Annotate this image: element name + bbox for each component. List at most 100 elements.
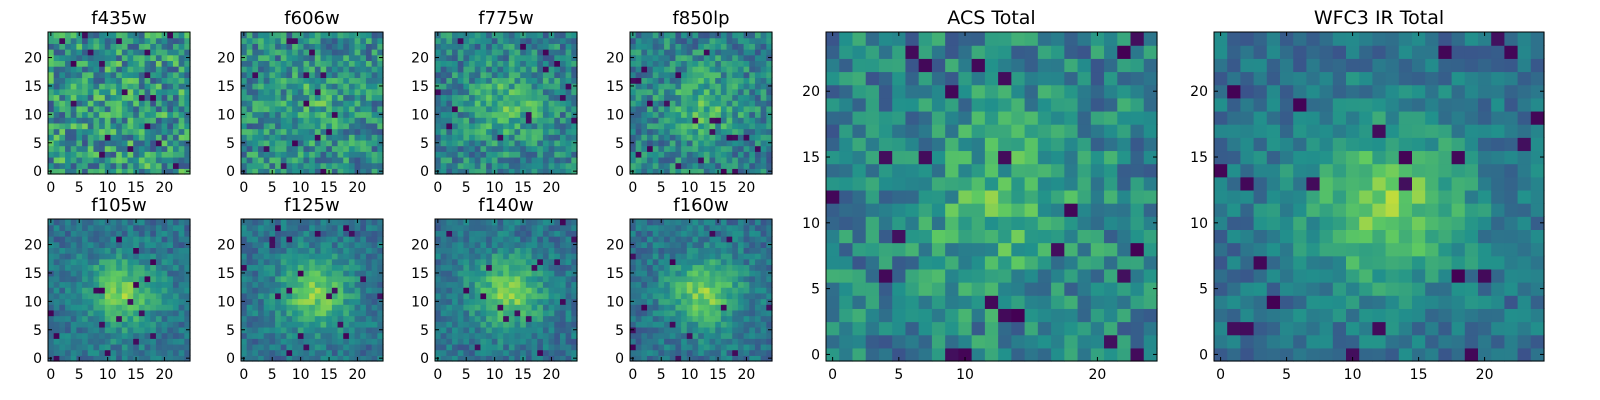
heatmap-cell xyxy=(150,151,157,158)
heatmap-cell xyxy=(263,94,270,101)
heatmap-cell xyxy=(241,275,248,283)
heatmap-cell xyxy=(732,134,739,141)
heatmap-cell xyxy=(343,83,350,90)
heatmap-cell xyxy=(514,139,521,147)
heatmap-cell xyxy=(525,128,533,135)
heatmap-cell xyxy=(337,100,344,107)
heatmap-cell xyxy=(486,275,493,283)
heatmap-cell xyxy=(337,355,344,362)
heatmap-cell xyxy=(258,77,265,84)
heatmap-cell xyxy=(565,343,572,351)
heatmap-cell xyxy=(269,145,276,152)
heatmap-cell xyxy=(138,241,146,248)
heatmap-cell xyxy=(440,49,447,56)
axes-frame xyxy=(240,31,384,175)
heatmap-cell xyxy=(749,315,756,322)
heatmap-cell xyxy=(76,134,83,141)
heatmap-cell xyxy=(167,156,174,164)
heatmap-cell xyxy=(525,168,533,175)
heatmap-cell xyxy=(133,281,140,288)
heatmap-cell xyxy=(161,94,168,101)
heatmap-cell xyxy=(150,122,157,130)
heatmap-cell xyxy=(548,287,555,294)
heatmap-cell xyxy=(59,43,66,50)
heatmap-cell xyxy=(737,32,745,39)
heatmap-cell xyxy=(686,128,694,135)
heatmap-cell xyxy=(440,275,447,283)
heatmap-cell xyxy=(554,162,561,169)
heatmap-cell xyxy=(354,88,361,96)
heatmap-cell xyxy=(749,94,756,101)
heatmap-cell xyxy=(309,168,316,175)
heatmap-cell xyxy=(766,66,773,73)
heatmap-cell xyxy=(292,281,299,288)
y-tick-label: 10 xyxy=(217,107,235,123)
heatmap-cell xyxy=(76,60,83,67)
heatmap-cell xyxy=(161,304,168,311)
heatmap-cell xyxy=(571,117,578,124)
heatmap-cell xyxy=(241,122,248,130)
heatmap-cell xyxy=(446,66,453,73)
heatmap-cell xyxy=(184,321,191,328)
heatmap-cell xyxy=(258,338,265,345)
heatmap-cell xyxy=(732,162,739,169)
heatmap-cell xyxy=(641,71,648,79)
heatmap-cell xyxy=(110,71,117,79)
heatmap-cell xyxy=(542,332,550,339)
heatmap-cell xyxy=(144,292,151,300)
heatmap-cell xyxy=(474,247,482,254)
heatmap-cell xyxy=(133,236,140,243)
heatmap-cell xyxy=(440,281,447,288)
heatmap-cell xyxy=(138,298,146,305)
heatmap-cell xyxy=(469,230,476,237)
heatmap-cell xyxy=(331,134,339,141)
heatmap-cell xyxy=(480,230,487,237)
heatmap-cell xyxy=(446,236,453,243)
heatmap-cell xyxy=(457,304,464,311)
heatmap-cell xyxy=(542,253,550,260)
heatmap-cell xyxy=(309,275,316,283)
heatmap-cell xyxy=(65,298,72,305)
heatmap-cell xyxy=(280,37,288,44)
heatmap-cell xyxy=(446,355,453,362)
heatmap-cell xyxy=(275,122,282,130)
heatmap-cell xyxy=(93,139,100,147)
heatmap-cell xyxy=(59,264,66,271)
heatmap-cell xyxy=(104,230,112,237)
heatmap-cell xyxy=(331,122,339,130)
heatmap-cell xyxy=(320,338,327,345)
heatmap-cell xyxy=(292,224,299,231)
heatmap-cell xyxy=(309,270,316,277)
heatmap-cell xyxy=(65,139,72,147)
heatmap-cell xyxy=(520,315,527,322)
heatmap-cell xyxy=(571,338,578,345)
heatmap-cell xyxy=(161,298,168,305)
heatmap-cell xyxy=(104,60,112,67)
heatmap-cell xyxy=(99,100,106,107)
heatmap-cell xyxy=(292,219,299,226)
heatmap-cell xyxy=(749,168,756,175)
heatmap-cell xyxy=(354,54,361,61)
heatmap-cell xyxy=(269,60,276,67)
heatmap-cell xyxy=(127,88,134,96)
heatmap-cell xyxy=(514,230,521,237)
heatmap-cell xyxy=(703,77,711,84)
heatmap-cell xyxy=(104,83,112,90)
heatmap-cell xyxy=(314,162,322,169)
heatmap-cell xyxy=(354,343,361,351)
heatmap-cell xyxy=(652,122,659,130)
heatmap-cell xyxy=(531,258,538,266)
heatmap-cell xyxy=(258,309,265,317)
heatmap-cell xyxy=(150,37,157,44)
heatmap-cell xyxy=(715,66,722,73)
heatmap-cell xyxy=(48,117,55,124)
heatmap-cell xyxy=(127,258,134,266)
heatmap-cell xyxy=(258,304,265,311)
heatmap-cell xyxy=(246,292,253,300)
heatmap-cell xyxy=(365,83,373,90)
heatmap-cell xyxy=(360,241,367,248)
heatmap-cell xyxy=(241,105,248,113)
heatmap-cell xyxy=(559,349,567,356)
heatmap-cell xyxy=(630,94,637,101)
heatmap-cell xyxy=(508,66,516,73)
